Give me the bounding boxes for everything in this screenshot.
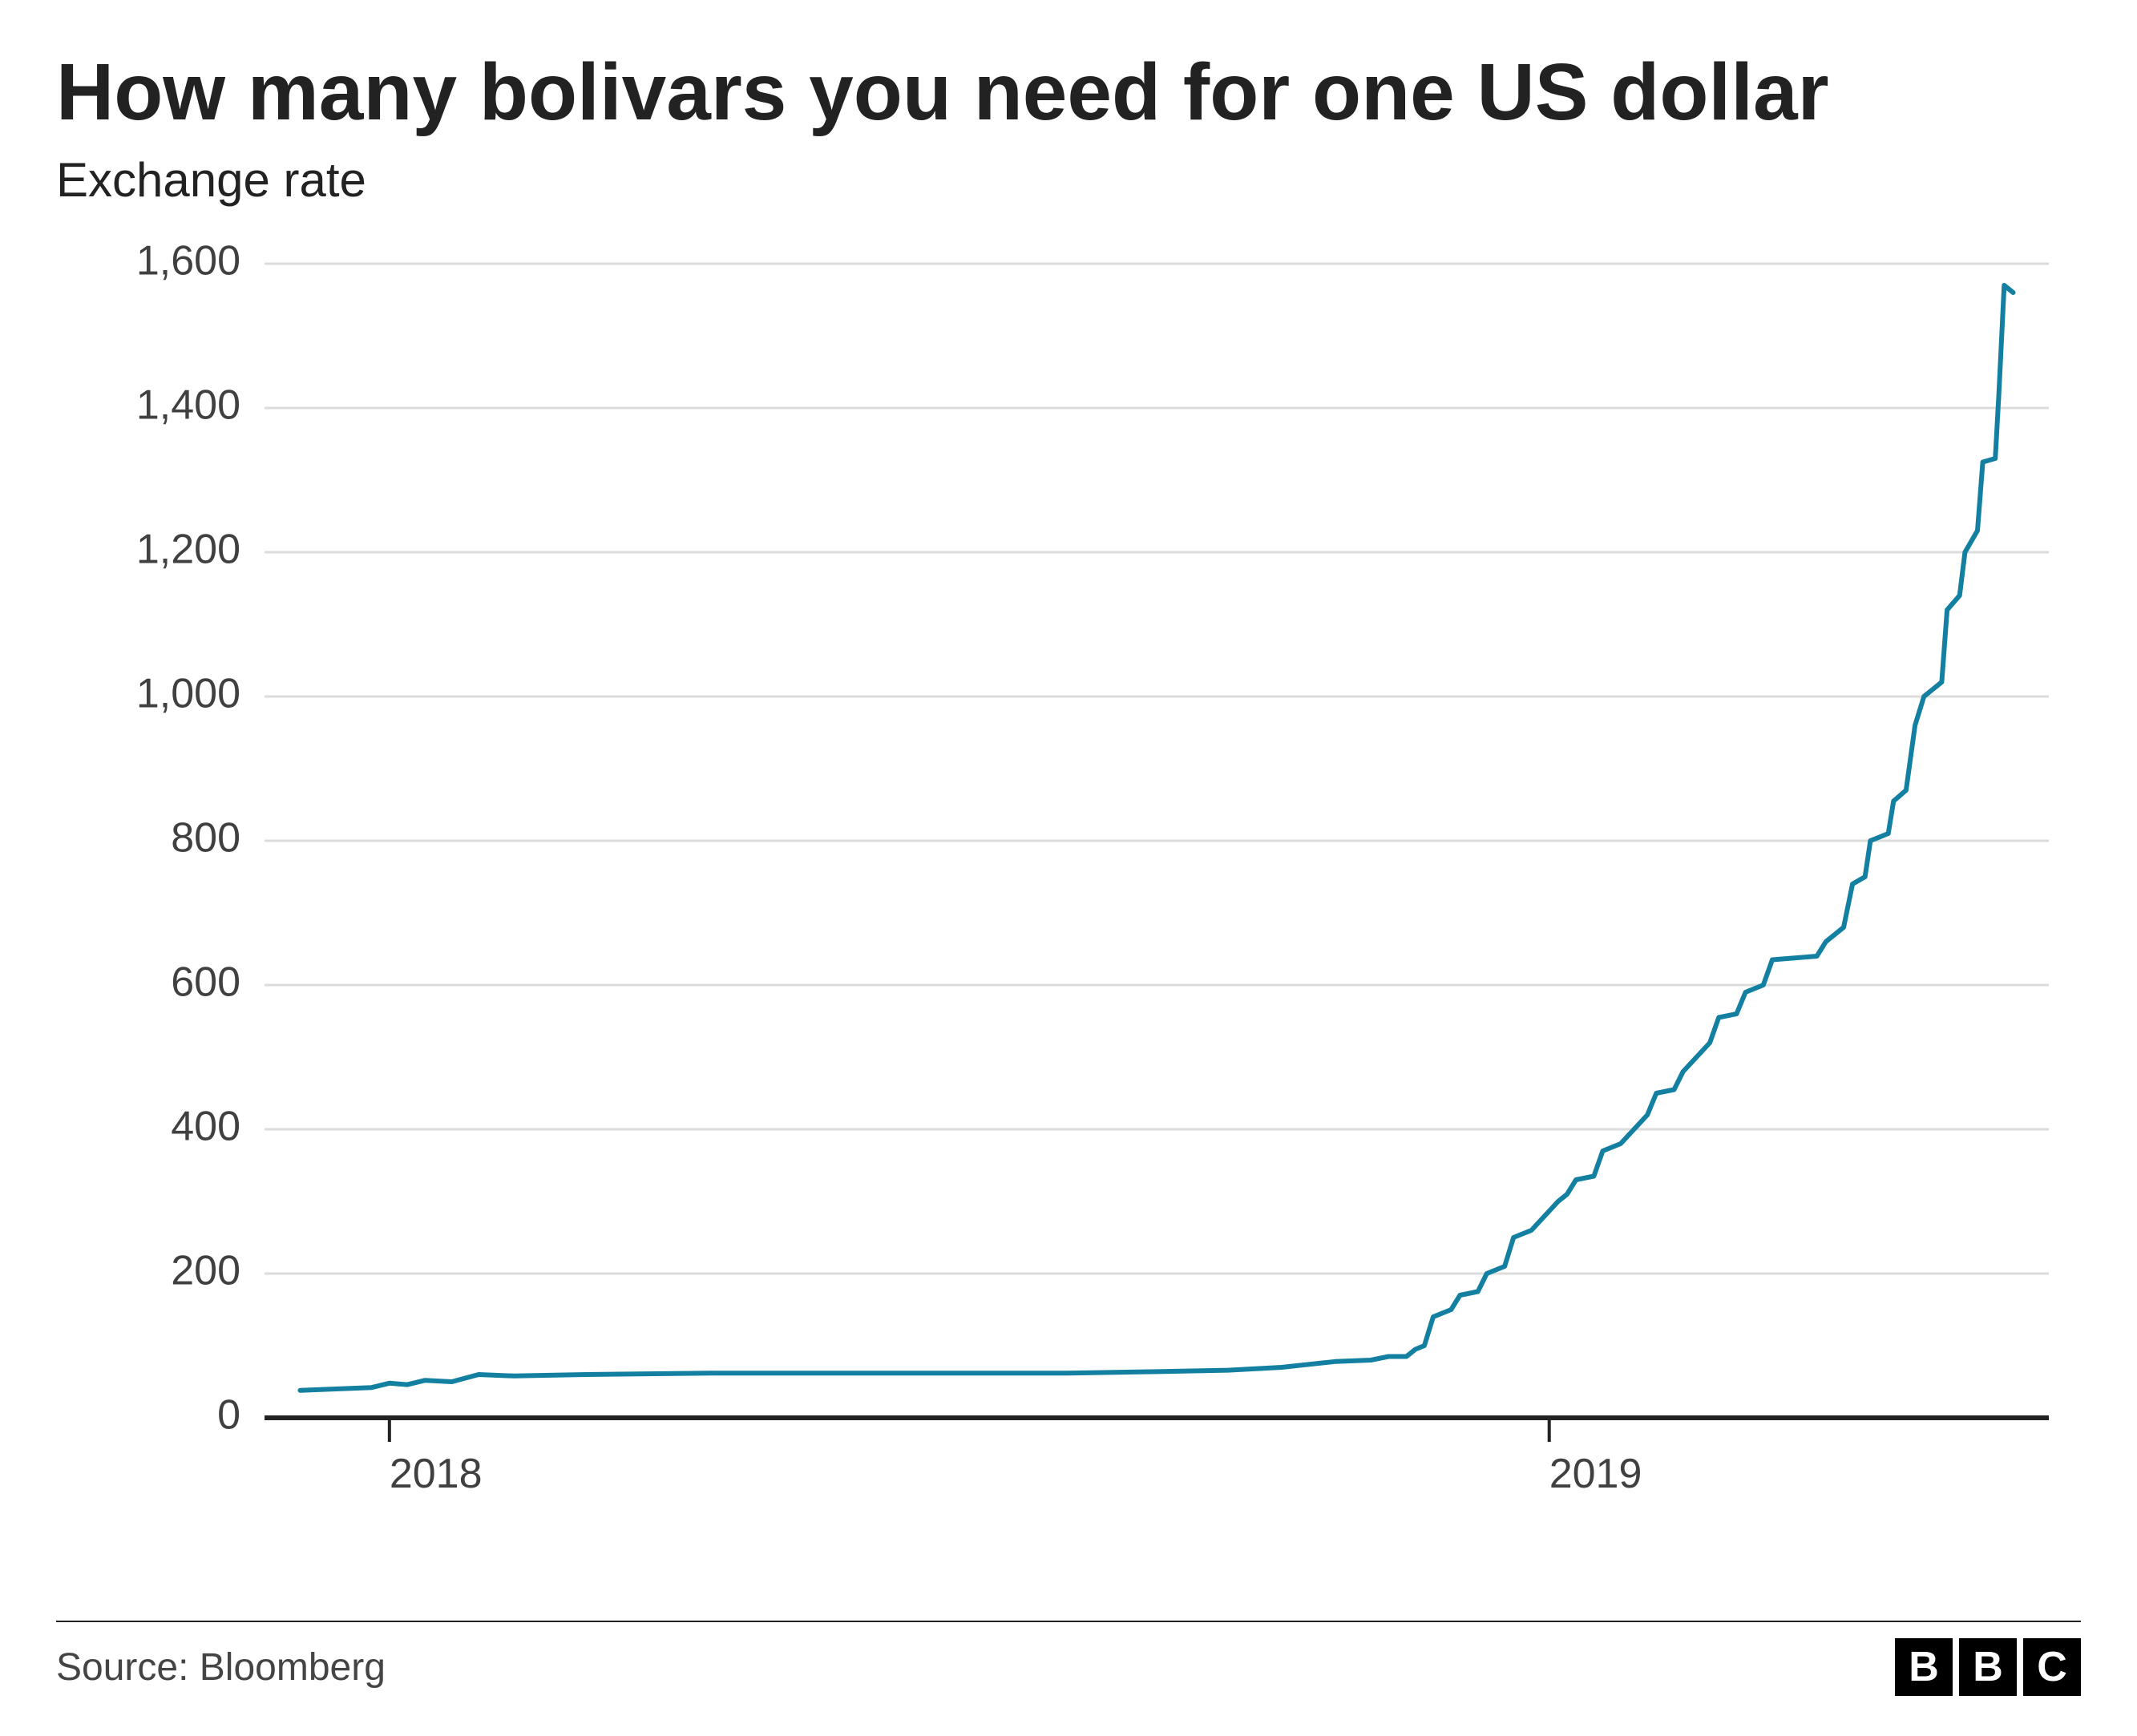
chart-subtitle: Exchange rate (56, 152, 2081, 208)
bbc-logo-block: C (2023, 1638, 2081, 1696)
chart-title: How many bolivars you need for one US do… (56, 48, 2081, 136)
svg-text:800: 800 (171, 815, 240, 862)
svg-text:2019: 2019 (1549, 1451, 1642, 1497)
svg-text:400: 400 (171, 1104, 240, 1150)
svg-text:1,000: 1,000 (136, 671, 240, 717)
chart-footer: Source: Bloomberg BBC (56, 1621, 2081, 1696)
line-chart-svg: 0 200 400 600 800 1,000 1,200 1,400 1,600 2018 201… (56, 240, 2081, 1538)
source-label: Source: Bloomberg (56, 1645, 386, 1690)
svg-text:200: 200 (171, 1248, 240, 1294)
bbc-logo-block: B (1895, 1638, 1953, 1696)
svg-text:600: 600 (171, 959, 240, 1006)
bbc-logo-block: B (1959, 1638, 2017, 1696)
svg-text:1,200: 1,200 (136, 527, 240, 573)
svg-text:0: 0 (217, 1392, 240, 1439)
svg-text:1,400: 1,400 (136, 382, 240, 429)
bbc-logo: BBC (1895, 1638, 2081, 1696)
chart-container: How many bolivars you need for one US do… (0, 0, 2137, 1736)
svg-text:1,600: 1,600 (136, 240, 240, 285)
plot-area: 0 200 400 600 800 1,000 1,200 1,400 1,600 2018 201… (56, 240, 2081, 1538)
svg-text:2018: 2018 (390, 1451, 483, 1497)
